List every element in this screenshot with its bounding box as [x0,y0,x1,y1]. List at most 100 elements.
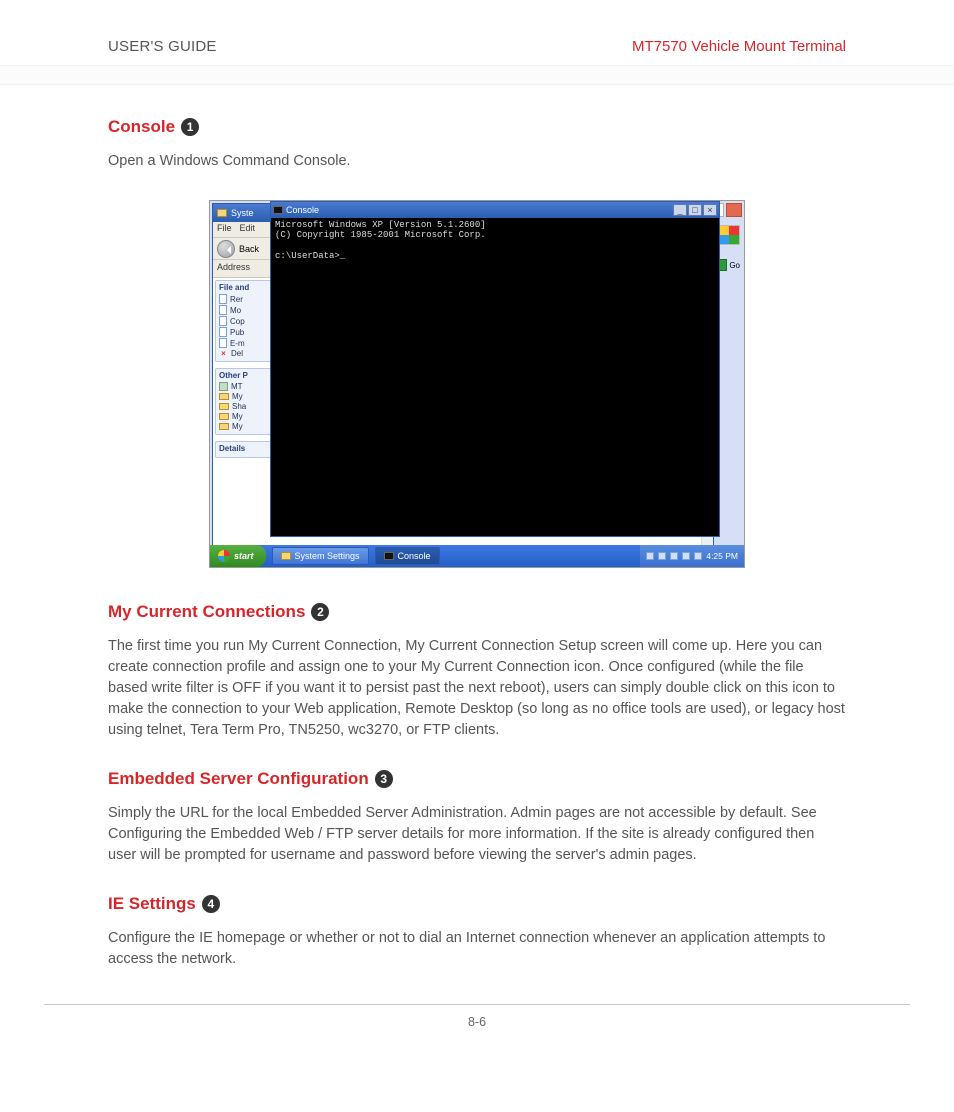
back-label: Back [239,244,259,254]
panel-item-label: Mo [230,306,241,315]
panel-other-places: Other P MT My Sha My My [215,368,273,435]
section-title-embedded: Embedded Server Configuration 3 [108,769,846,789]
tray-icon[interactable] [694,552,702,560]
taskbar: start System Settings Console 4:25 PM [210,545,744,567]
tray-icon[interactable] [682,552,690,560]
drive-icon [219,382,228,391]
bg-close-icon [726,203,742,217]
panel-title: Details [219,444,269,453]
system-tray: 4:25 PM [640,545,744,567]
back-button-icon[interactable] [217,240,235,258]
section-body-connections: The first time you run My Current Connec… [108,636,846,741]
taskbar-item-label: Console [398,551,431,561]
panel-item-label: Sha [232,402,246,411]
panel-item[interactable]: Mo [219,305,269,315]
start-label: start [234,551,254,561]
explorer-sidepanel: File and Rer Mo Cop Pub E-m ×Del Other P… [215,280,273,550]
header-left: USER'S GUIDE [108,38,217,55]
console-line: Microsoft Windows XP [Version 5.1.2600] [275,220,486,230]
start-button[interactable]: start [210,545,266,567]
panel-item-label: My [232,392,243,401]
doc-icon [219,316,227,326]
panel-item-label: Rer [230,295,243,304]
console-titlebar: Console _ □ × [271,202,719,218]
folder-icon [281,552,291,560]
panel-item[interactable]: Rer [219,294,269,304]
panel-item-label: My [232,412,243,421]
console-body[interactable]: Microsoft Windows XP [Version 5.1.2600] … [271,218,719,536]
panel-title: Other P [219,371,269,380]
close-button[interactable]: × [703,204,717,216]
panel-file-tasks: File and Rer Mo Cop Pub E-m ×Del [215,280,273,362]
doc-icon [219,338,227,348]
console-line: (C) Copyright 1985-2001 Microsoft Corp. [275,230,486,240]
section-title-ie: IE Settings 4 [108,894,846,914]
section-title-text: My Current Connections [108,602,305,622]
go-label: Go [729,261,740,270]
menu-edit[interactable]: Edit [240,223,256,236]
folder-icon [219,393,229,400]
minimize-button[interactable]: _ [673,204,687,216]
page-header: USER'S GUIDE MT7570 Vehicle Mount Termin… [0,38,954,55]
section-title-text: Embedded Server Configuration [108,769,369,789]
panel-item-label: MT [231,382,243,391]
section-title-connections: My Current Connections 2 [108,602,846,622]
tray-icon[interactable] [658,552,666,560]
taskbar-item-settings[interactable]: System Settings [272,547,369,565]
clock: 4:25 PM [706,551,738,561]
page-number: 8-6 [0,1015,954,1029]
footer-rule [44,1004,910,1005]
section-body-console: Open a Windows Command Console. [108,151,846,172]
address-label: Address [217,262,250,272]
panel-item-label: Del [231,349,243,358]
panel-item[interactable]: MT [219,382,269,391]
delete-icon: × [219,349,228,358]
screenshot-figure: Syste File Edit Back Address File and Re… [209,200,745,568]
header-right: MT7570 Vehicle Mount Terminal [632,38,846,55]
number-badge: 3 [375,770,393,788]
folder-icon [219,423,229,430]
explorer-title: Syste [231,208,254,218]
console-icon [273,206,283,214]
page: USER'S GUIDE MT7570 Vehicle Mount Termin… [0,0,954,1059]
section-title-console: Console 1 [108,117,846,137]
doc-icon [219,327,227,337]
panel-item[interactable]: My [219,422,269,431]
windows-flag-icon [718,225,740,245]
maximize-button[interactable]: □ [688,204,702,216]
folder-icon [219,403,229,410]
panel-item[interactable]: ×Del [219,349,269,358]
folder-icon [217,209,227,217]
section-title-text: Console [108,117,175,137]
section-title-text: IE Settings [108,894,196,914]
panel-item[interactable]: E-m [219,338,269,348]
panel-item-label: My [232,422,243,431]
section-body-ie: Configure the IE homepage or whether or … [108,928,846,970]
panel-item[interactable]: Pub [219,327,269,337]
panel-item-label: Pub [230,328,244,337]
panel-title: File and [219,283,269,292]
number-badge: 2 [311,603,329,621]
taskbar-item-console[interactable]: Console [375,547,440,565]
doc-icon [219,294,227,304]
header-rule [0,65,954,85]
taskbar-item-label: System Settings [295,551,360,561]
number-badge: 1 [181,118,199,136]
console-title: Console [286,205,319,215]
tray-icon[interactable] [646,552,654,560]
tray-icon[interactable] [670,552,678,560]
console-window: Console _ □ × Microsoft Windows XP [Vers… [270,201,720,537]
panel-item[interactable]: My [219,412,269,421]
start-orb-icon [218,550,230,562]
content: Console 1 Open a Windows Command Console… [0,117,954,970]
menu-file[interactable]: File [217,223,232,236]
panel-item[interactable]: Cop [219,316,269,326]
folder-icon [219,413,229,420]
panel-item[interactable]: My [219,392,269,401]
panel-details: Details [215,441,273,458]
console-icon [384,552,394,560]
doc-icon [219,305,227,315]
console-line: c:\UserData>_ [275,251,345,261]
number-badge: 4 [202,895,220,913]
panel-item[interactable]: Sha [219,402,269,411]
